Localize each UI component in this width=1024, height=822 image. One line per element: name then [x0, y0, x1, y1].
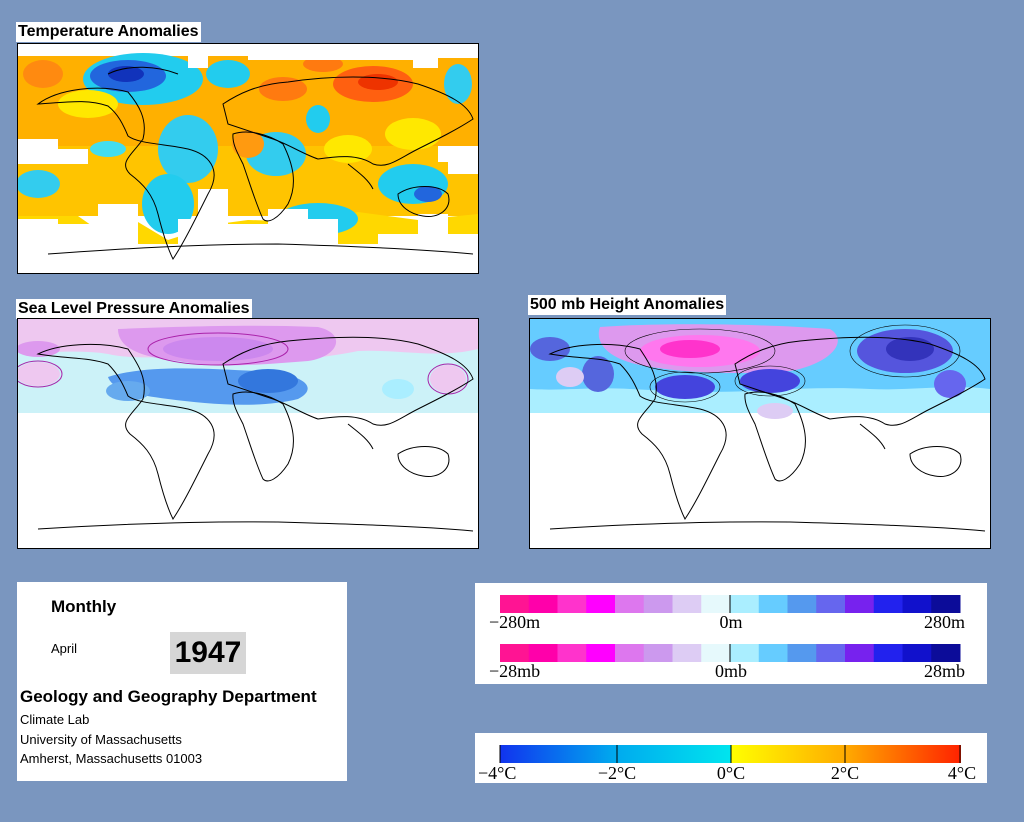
temperature-cold-bar: [500, 745, 731, 763]
legend-swatch: [845, 644, 875, 662]
legend-swatch: [816, 644, 846, 662]
height-legend-max: 280m: [924, 612, 965, 632]
legend-swatch: [701, 595, 731, 613]
temp-label-minus4: −4°C: [478, 763, 516, 783]
pressure-legend-zero: 0mb: [715, 661, 747, 681]
legend-swatch: [758, 644, 788, 662]
height-legend-zero: 0m: [719, 612, 742, 632]
legend-swatch: [873, 595, 903, 613]
temp-label-zero: 0°C: [717, 763, 745, 783]
month-label: April: [51, 641, 78, 656]
legend-swatch: [500, 644, 530, 662]
height-color-bar: [500, 595, 961, 613]
pressure-color-bar: [500, 644, 961, 662]
legend-swatch: [931, 644, 961, 662]
pressure-legend-max: 28mb: [924, 661, 965, 681]
legend-swatch: [902, 644, 932, 662]
legend-swatch: [902, 595, 932, 613]
legend-swatch: [557, 595, 587, 613]
temp-label-plus2: 2°C: [831, 763, 859, 783]
address-label: Amherst, Massachusetts 01003: [20, 751, 203, 766]
legend-swatch: [701, 644, 731, 662]
legend-swatch: [643, 595, 673, 613]
pressure-legend-min: −28mb: [489, 661, 540, 681]
legend-swatch: [787, 644, 817, 662]
legend-swatch: [730, 644, 760, 662]
period-label: Monthly: [51, 597, 117, 616]
legend-swatch: [615, 595, 645, 613]
lab-label: Climate Lab: [20, 712, 90, 727]
legend-swatch: [845, 595, 875, 613]
temperature-title: Temperature Anomalies: [16, 22, 201, 42]
legend-swatch: [586, 644, 616, 662]
temperature-map: [17, 43, 479, 274]
temp-label-minus2: −2°C: [598, 763, 636, 783]
legend-swatch: [787, 595, 817, 613]
legend-swatch: [586, 595, 616, 613]
legend-swatch: [730, 595, 760, 613]
temp-label-plus4: 4°C: [948, 763, 976, 783]
height-legend-min: −280m: [489, 612, 540, 632]
legend-swatch: [528, 644, 558, 662]
legend-swatch: [672, 595, 702, 613]
legend-swatch: [758, 595, 788, 613]
legend-swatch: [873, 644, 903, 662]
legend-swatch: [500, 595, 530, 613]
temperature-legend: −4°C −2°C 0°C 2°C 4°C: [475, 733, 987, 783]
department-label: Geology and Geography Department: [20, 687, 317, 706]
legend-swatch: [557, 644, 587, 662]
legend-swatch: [643, 644, 673, 662]
legend-swatch: [528, 595, 558, 613]
legend-swatch: [931, 595, 961, 613]
year-label: 1947: [170, 632, 246, 674]
height-title: 500 mb Height Anomalies: [528, 295, 727, 315]
height-map: [529, 318, 991, 549]
anomaly-legend: −280m 0m 280m −28mb 0mb 28mb: [475, 583, 987, 684]
legend-swatch: [672, 644, 702, 662]
university-label: University of Massachusetts: [20, 732, 182, 747]
temperature-warm-bar: [731, 745, 961, 763]
slp-title: Sea Level Pressure Anomalies: [16, 299, 252, 319]
info-box: Monthly April 1947 Geology and Geography…: [17, 582, 347, 781]
legend-swatch: [615, 644, 645, 662]
slp-map: [17, 318, 479, 549]
legend-swatch: [816, 595, 846, 613]
